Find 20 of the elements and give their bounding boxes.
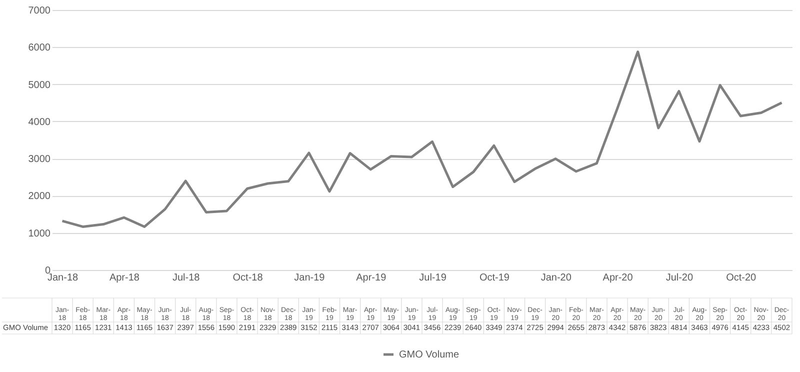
y-tick-label: 5000 (28, 80, 51, 91)
category-label: Apr-20 (602, 272, 633, 284)
category-label: Jul-20 (666, 272, 694, 284)
y-tick-label: 7000 (28, 6, 51, 16)
category-label: Jan-20 (540, 272, 572, 284)
y-tick-label: 3000 (28, 154, 51, 166)
legend-label: GMO Volume (399, 350, 460, 360)
category-label: Oct-20 (726, 272, 756, 284)
line-series (61, 50, 783, 228)
category-label: Apr-19 (356, 272, 386, 284)
category-label: Oct-19 (479, 272, 510, 284)
y-tick-label: 1000 (28, 228, 51, 240)
y-tick-label: 4000 (28, 116, 51, 128)
category-label: Jul-18 (172, 272, 200, 284)
category-label: Oct-18 (232, 272, 263, 284)
category-label: Apr-18 (109, 272, 140, 284)
y-tick-label: 2000 (28, 191, 51, 202)
y-tick-label: 6000 (28, 42, 51, 54)
category-label: Jul-19 (419, 272, 446, 284)
category-label: Jan-19 (294, 272, 325, 284)
